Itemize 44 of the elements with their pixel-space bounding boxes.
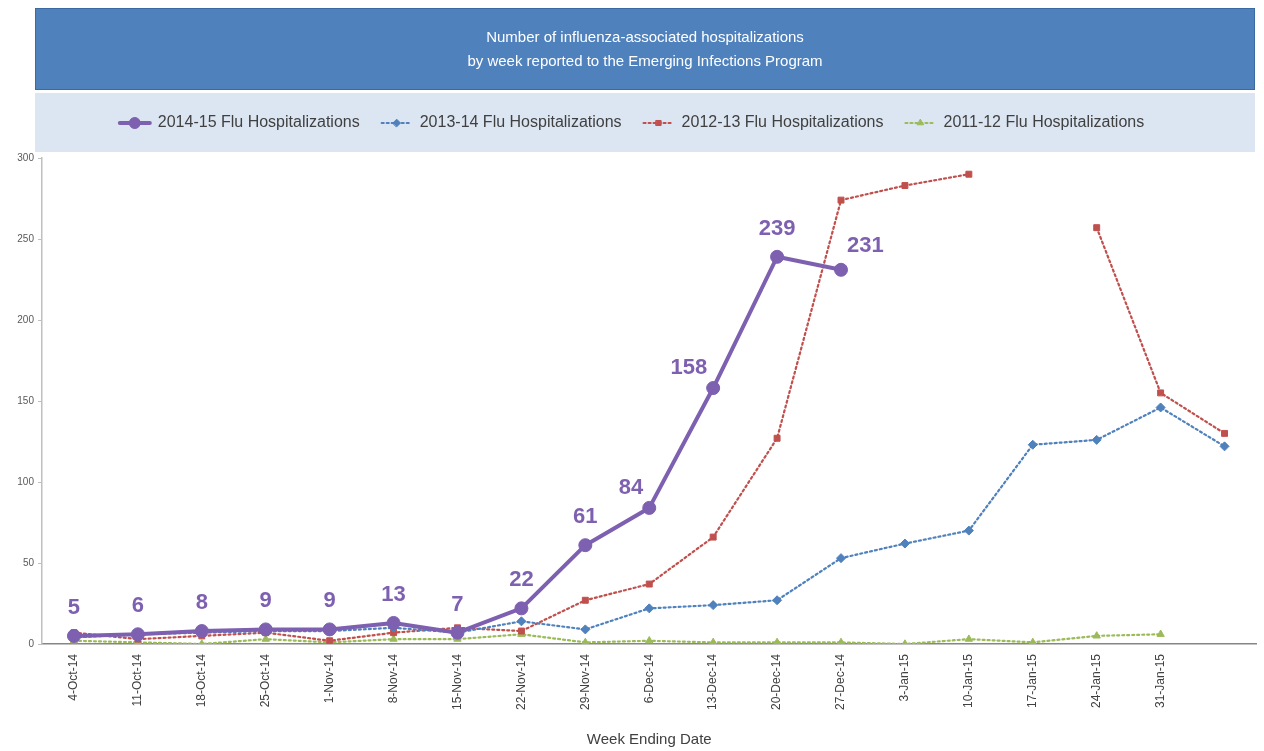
data-label: 8 (195, 589, 208, 615)
x-tick-label: 25-Oct-14 (258, 653, 273, 708)
x-tick-label: 31-Jan-15 (1152, 653, 1167, 709)
x-tick-label: 8-Nov-14 (385, 653, 400, 704)
x-tick-label: 27-Dec-14 (833, 653, 848, 711)
y-tick-label: 50 (22, 556, 35, 568)
y-tick-label: 250 (17, 232, 35, 244)
legend-label: 2012-13 Flu Hospitalizations (681, 113, 884, 131)
data-label: 61 (573, 503, 598, 529)
x-tick-label: 29-Nov-14 (577, 653, 592, 711)
x-tick-label: 15-Nov-14 (449, 653, 464, 711)
data-label: 7 (451, 590, 464, 616)
x-tick-label: 18-Oct-14 (194, 653, 209, 708)
data-label: 13 (381, 581, 406, 606)
data-label: 5 (67, 593, 81, 619)
x-tick-label: 20-Dec-14 (769, 653, 784, 711)
x-axis-title: Week Ending Date (586, 730, 712, 748)
y-tick-label: 300 (17, 151, 35, 163)
y-tick-label: 150 (17, 394, 35, 406)
x-tick-label: 4-Oct-14 (66, 653, 81, 701)
x-tick-label: 6-Dec-14 (641, 653, 656, 704)
data-label: 231 (847, 231, 884, 257)
data-label: 158 (670, 354, 708, 380)
x-tick-label: 1-Nov-14 (321, 653, 336, 704)
x-tick-label: 11-Oct-14 (130, 653, 145, 707)
y-tick-label: 200 (17, 313, 35, 325)
data-label: 9 (323, 587, 336, 613)
data-label: 239 (758, 214, 796, 240)
data-label: 22 (509, 566, 534, 592)
chart-title: Number of influenza-associated hospitalizations by week reported to the Emerging Infections Program (35, 8, 1255, 90)
legend-label: 2011-12 Flu Hospitalizations (943, 113, 1145, 131)
legend-label: 2013-14 Flu Hospitalizations (419, 113, 622, 131)
x-tick-label: 22-Nov-14 (513, 653, 528, 711)
data-label: 84 (618, 473, 644, 499)
x-tick-label: 13-Dec-14 (705, 653, 720, 711)
x-tick-label: 17-Jan-15 (1025, 653, 1040, 709)
x-tick-label: 24-Jan-15 (1089, 653, 1104, 709)
y-tick-label: 0 (28, 637, 35, 649)
x-tick-label: 3-Jan-15 (897, 653, 912, 702)
y-tick-label: 100 (17, 475, 35, 487)
legend-label: 2014-15 Flu Hospitalizations (157, 113, 360, 131)
x-tick-label: 10-Jan-15 (961, 653, 976, 709)
data-label: 6 (131, 592, 145, 618)
data-label: 9 (259, 587, 272, 613)
